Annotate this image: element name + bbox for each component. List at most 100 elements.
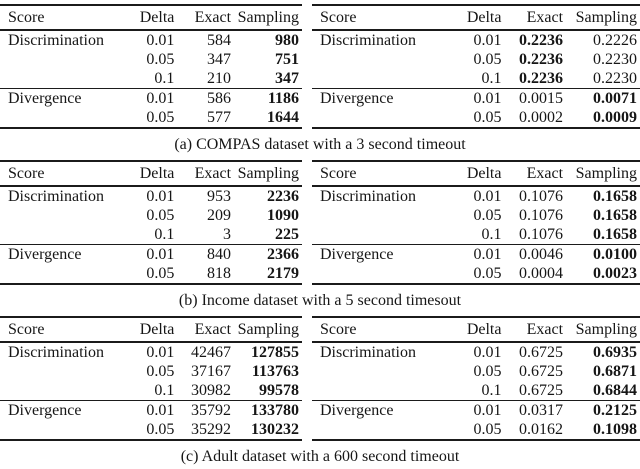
- value-cell: 0.1: [481, 226, 502, 243]
- value-cell: 1186: [234, 88, 302, 108]
- table-row: Discrimination 0.01 42467 127855: [0, 342, 302, 362]
- table-row: Discrimination 0.01 0.2236 0.2226: [312, 30, 640, 50]
- value-cell: 0.01: [117, 244, 178, 264]
- header-row: Score Delta Exact Sampling: [0, 317, 302, 343]
- col-header-exact: Exact: [504, 5, 567, 31]
- value-cell: 2179: [267, 265, 299, 282]
- col-header-sampling: Sampling: [566, 161, 640, 187]
- value-cell: 0.1: [154, 226, 175, 243]
- col-header-exact: Exact: [504, 161, 567, 187]
- col-header-score: Score: [312, 317, 440, 343]
- table-row: Divergence 0.01 35792 133780: [0, 400, 302, 420]
- value-cell: 113763: [251, 363, 299, 380]
- table-row: 0.05 0.2236 0.2230: [312, 50, 640, 69]
- value-cell: 133780: [234, 400, 302, 420]
- score-cell: [0, 420, 118, 440]
- col-header-delta: Delta: [117, 5, 178, 31]
- value-cell: 1644: [267, 109, 299, 126]
- value-cell: 2236: [267, 188, 299, 205]
- score-cell: Divergence: [312, 88, 440, 108]
- value-cell: 0.01: [146, 32, 175, 49]
- value-cell: 584: [207, 32, 232, 49]
- value-cell: 347: [207, 51, 232, 68]
- header-row: Score Delta Exact Sampling: [312, 5, 640, 31]
- value-cell: 0.0046: [504, 244, 567, 264]
- col-header-delta: Delta: [439, 317, 505, 343]
- value-cell: 30982: [191, 382, 232, 399]
- score-cell: Discrimination: [8, 344, 104, 361]
- table-row: Discrimination 0.01 953 2236: [0, 186, 302, 206]
- value-cell: 0.0004: [519, 265, 564, 282]
- table-pair-income: Score Delta Exact Sampling Discrimination 0.0…: [0, 160, 640, 285]
- table-row: 0.05 0.1076 0.1658: [312, 206, 640, 225]
- value-cell: 0.05: [146, 265, 175, 282]
- score-cell: [0, 362, 118, 381]
- col-header-exact: Exact: [177, 317, 235, 343]
- score-cell: Divergence: [312, 400, 440, 420]
- table-row: 0.1 3 225: [0, 225, 302, 245]
- value-cell: 0.05: [473, 51, 502, 68]
- score-cell: [312, 108, 440, 128]
- table-row: Divergence 0.01 0.0317 0.2125: [312, 400, 640, 420]
- col-header-sampling: Sampling: [566, 5, 640, 31]
- table-row: 0.05 209 1090: [0, 206, 302, 225]
- value-cell: 0.2236: [519, 32, 564, 49]
- score-cell: [312, 381, 440, 401]
- value-cell: 1090: [267, 207, 299, 224]
- table-row: Divergence 0.01 586 1186: [0, 88, 302, 108]
- value-cell: 818: [207, 265, 232, 282]
- score-cell: [0, 108, 118, 128]
- value-cell: 0.0023: [593, 265, 637, 282]
- table-row: 0.05 0.6725 0.6871: [312, 362, 640, 381]
- results-section-income: Score Delta Exact Sampling Discrimination 0.0…: [0, 160, 640, 316]
- value-cell: 0.2125: [566, 400, 640, 420]
- value-cell: 0.6725: [519, 382, 564, 399]
- value-cell: 586: [177, 88, 235, 108]
- value-cell: 0.1658: [593, 207, 637, 224]
- table-row: 0.05 818 2179: [0, 264, 302, 284]
- col-header-score: Score: [0, 161, 118, 187]
- value-cell: 0.0015: [504, 88, 567, 108]
- value-cell: 0.2236: [519, 51, 564, 68]
- value-cell: 0.05: [146, 207, 175, 224]
- score-cell: Discrimination: [8, 188, 104, 205]
- col-header-sampling: Sampling: [234, 317, 302, 343]
- table-pair-adult: Score Delta Exact Sampling Discrimination 0.0…: [0, 316, 640, 441]
- value-cell: 0.0317: [504, 400, 567, 420]
- value-cell: 0.6844: [593, 382, 637, 399]
- table-row: 0.1 210 347: [0, 69, 302, 89]
- col-header-score: Score: [0, 317, 118, 343]
- table-row: 0.1 0.1076 0.1658: [312, 225, 640, 245]
- value-cell: 0.0009: [593, 109, 637, 126]
- score-cell: [0, 69, 118, 89]
- table-row: Discrimination 0.01 0.6725 0.6935: [312, 342, 640, 362]
- value-cell: 0.1: [154, 70, 175, 87]
- score-cell: Discrimination: [8, 32, 104, 49]
- col-header-delta: Delta: [117, 317, 178, 343]
- table-row: Divergence 0.01 840 2366: [0, 244, 302, 264]
- compas-count-table: Score Delta Exact Sampling Discrimination 0.0…: [0, 4, 302, 129]
- value-cell: 0.2236: [519, 70, 564, 87]
- table-row: 0.05 0.0162 0.1098: [312, 420, 640, 440]
- score-cell: [0, 206, 118, 225]
- value-cell: 0.1098: [593, 421, 637, 438]
- value-cell: 0.2226: [593, 32, 637, 49]
- caption-compas: (a) COMPAS dataset with a 3 second timeo…: [174, 135, 466, 153]
- table-row: 0.1 0.6725 0.6844: [312, 381, 640, 401]
- adult-score-table: Score Delta Exact Sampling Discrimination 0.0…: [312, 316, 640, 441]
- score-cell: [312, 69, 440, 89]
- caption-income: (b) Income dataset with a 5 second times…: [178, 291, 462, 309]
- value-cell: 980: [275, 32, 299, 49]
- table-row: 0.1 0.2236 0.2230: [312, 69, 640, 89]
- score-cell: Divergence: [0, 88, 118, 108]
- value-cell: 2366: [234, 244, 302, 264]
- value-cell: 0.05: [473, 363, 502, 380]
- value-cell: 0.05: [473, 421, 502, 438]
- value-cell: 0.1: [481, 382, 502, 399]
- value-cell: 210: [207, 70, 232, 87]
- col-header-exact: Exact: [177, 161, 235, 187]
- table-row: 0.05 37167 113763: [0, 362, 302, 381]
- score-cell: [312, 264, 440, 284]
- table-row: 0.05 347 751: [0, 50, 302, 69]
- col-header-score: Score: [312, 5, 440, 31]
